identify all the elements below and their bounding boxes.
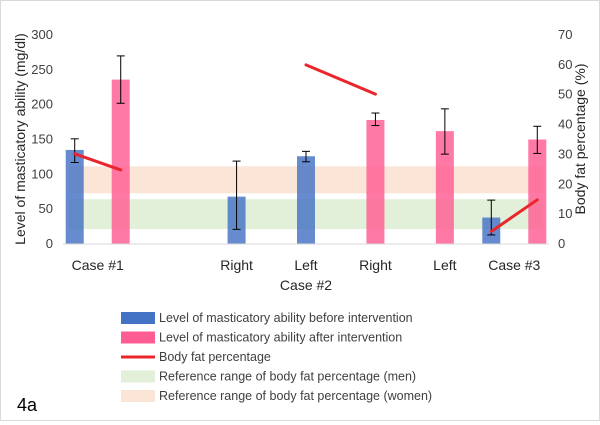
y-right-tick: 10 [558,206,572,221]
y-left-tick: 200 [31,97,53,112]
y-right-tick: 40 [558,117,572,132]
x-tick-label: Left [294,257,317,273]
body-fat-segment [73,152,123,172]
y-right-tick: 60 [558,57,572,72]
x-tick-label: Case #3 [488,257,540,273]
bar-after [111,79,130,244]
x-tick-label: Right [220,257,253,273]
y-left-tick: 300 [31,27,53,42]
legend-label: Level of masticatory ability before inte… [159,311,413,325]
y-right-axis-title: Body fat percentage (%) [572,64,588,215]
legend-swatch [121,312,155,324]
legend-label: Reference range of body fat percentage (… [159,370,416,384]
right-axis-ticks: 0 10 20 30 40 50 60 70 [558,27,572,251]
bar-after [528,139,547,244]
y-left-tick: 100 [31,166,53,181]
bar-after [435,131,454,244]
x-axis-labels: Case #1 Right Left Right Left Case #3 [72,257,541,273]
body-fat-segment [489,198,539,233]
y-right-tick: 50 [558,87,572,102]
body-fat-segment [304,63,377,96]
y-right-tick: 30 [558,146,572,161]
x-group-label: Case #2 [280,277,332,293]
x-tick-label: Case #1 [72,257,124,273]
x-tick-label: Right [359,257,392,273]
x-tick-label: Left [433,257,456,273]
legend-swatch [121,390,155,402]
y-right-tick: 70 [558,27,572,42]
legend-label: Level of masticatory ability after inter… [159,331,402,345]
bar-before [65,149,84,244]
y-left-tick: 50 [39,201,53,216]
legend-swatch [121,331,155,344]
left-axis-ticks: 0 50 100 150 200 250 300 [31,27,53,251]
y-left-tick: 250 [31,62,53,77]
y-left-tick: 0 [46,236,53,251]
legend: Level of masticatory ability before inte… [121,311,432,403]
bar-after [366,119,385,244]
legend-label: Body fat percentage [159,350,271,364]
panel-label: 4a [17,395,38,415]
y-left-tick: 150 [31,132,53,147]
legend-swatch [121,370,155,383]
legend-label: Reference range of body fat percentage (… [159,389,432,403]
error-bars [70,55,542,236]
bar-before [297,156,315,244]
y-right-tick: 0 [558,236,565,251]
y-left-axis-title: Level of masticatory ability (mg/dl) [12,33,28,245]
y-right-tick: 20 [558,176,572,191]
body-fat-lines [73,63,539,233]
